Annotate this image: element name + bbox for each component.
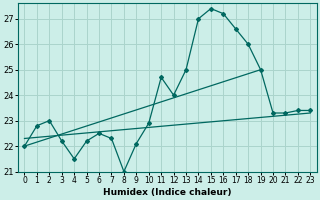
X-axis label: Humidex (Indice chaleur): Humidex (Indice chaleur) <box>103 188 232 197</box>
